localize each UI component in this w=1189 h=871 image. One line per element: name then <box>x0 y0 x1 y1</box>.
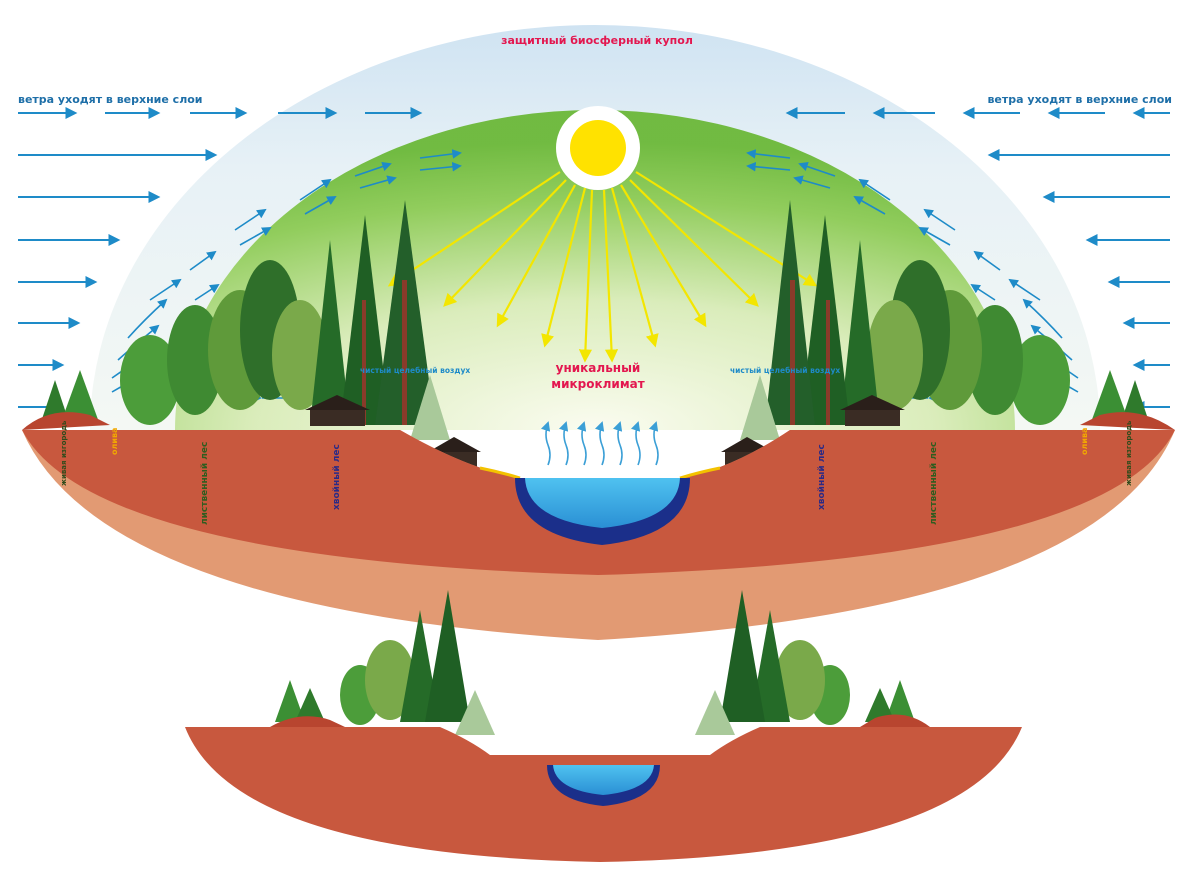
olive-left-label: олива <box>110 428 119 455</box>
sun-icon <box>556 106 640 190</box>
microclimate-label-line1: уникальный <box>556 361 641 375</box>
winds-left-label: ветра уходят в верхние слои <box>18 93 203 106</box>
forest-lower <box>275 590 915 735</box>
forest-right <box>740 200 1150 440</box>
hedge-right-label: живая изгородь <box>1125 420 1133 486</box>
dome-label: защитный биосферный купол <box>501 34 693 47</box>
hedge-left-label: живая изгородь <box>60 420 68 486</box>
clean-air-left-label: чистый целебный воздух <box>360 366 470 375</box>
deflected-wind-right <box>746 149 1079 403</box>
wind-arrows-left <box>18 107 423 413</box>
conifer-right-label: хвойный лес <box>817 444 827 510</box>
microclimate-label-line2: микроклимат <box>551 377 644 391</box>
forest-left <box>40 200 450 440</box>
deciduous-left-label: лиственный лес <box>200 442 210 525</box>
winds-right-label: ветра уходят в верхние слои <box>987 93 1172 106</box>
conifer-left-label: хвойный лес <box>332 444 342 510</box>
olive-right-label: олива <box>1080 428 1089 455</box>
evaporation-arrows <box>541 421 659 466</box>
deciduous-right-label: лиственный лес <box>929 442 939 525</box>
clean-air-right-label: чистый целебный воздух <box>730 366 840 375</box>
